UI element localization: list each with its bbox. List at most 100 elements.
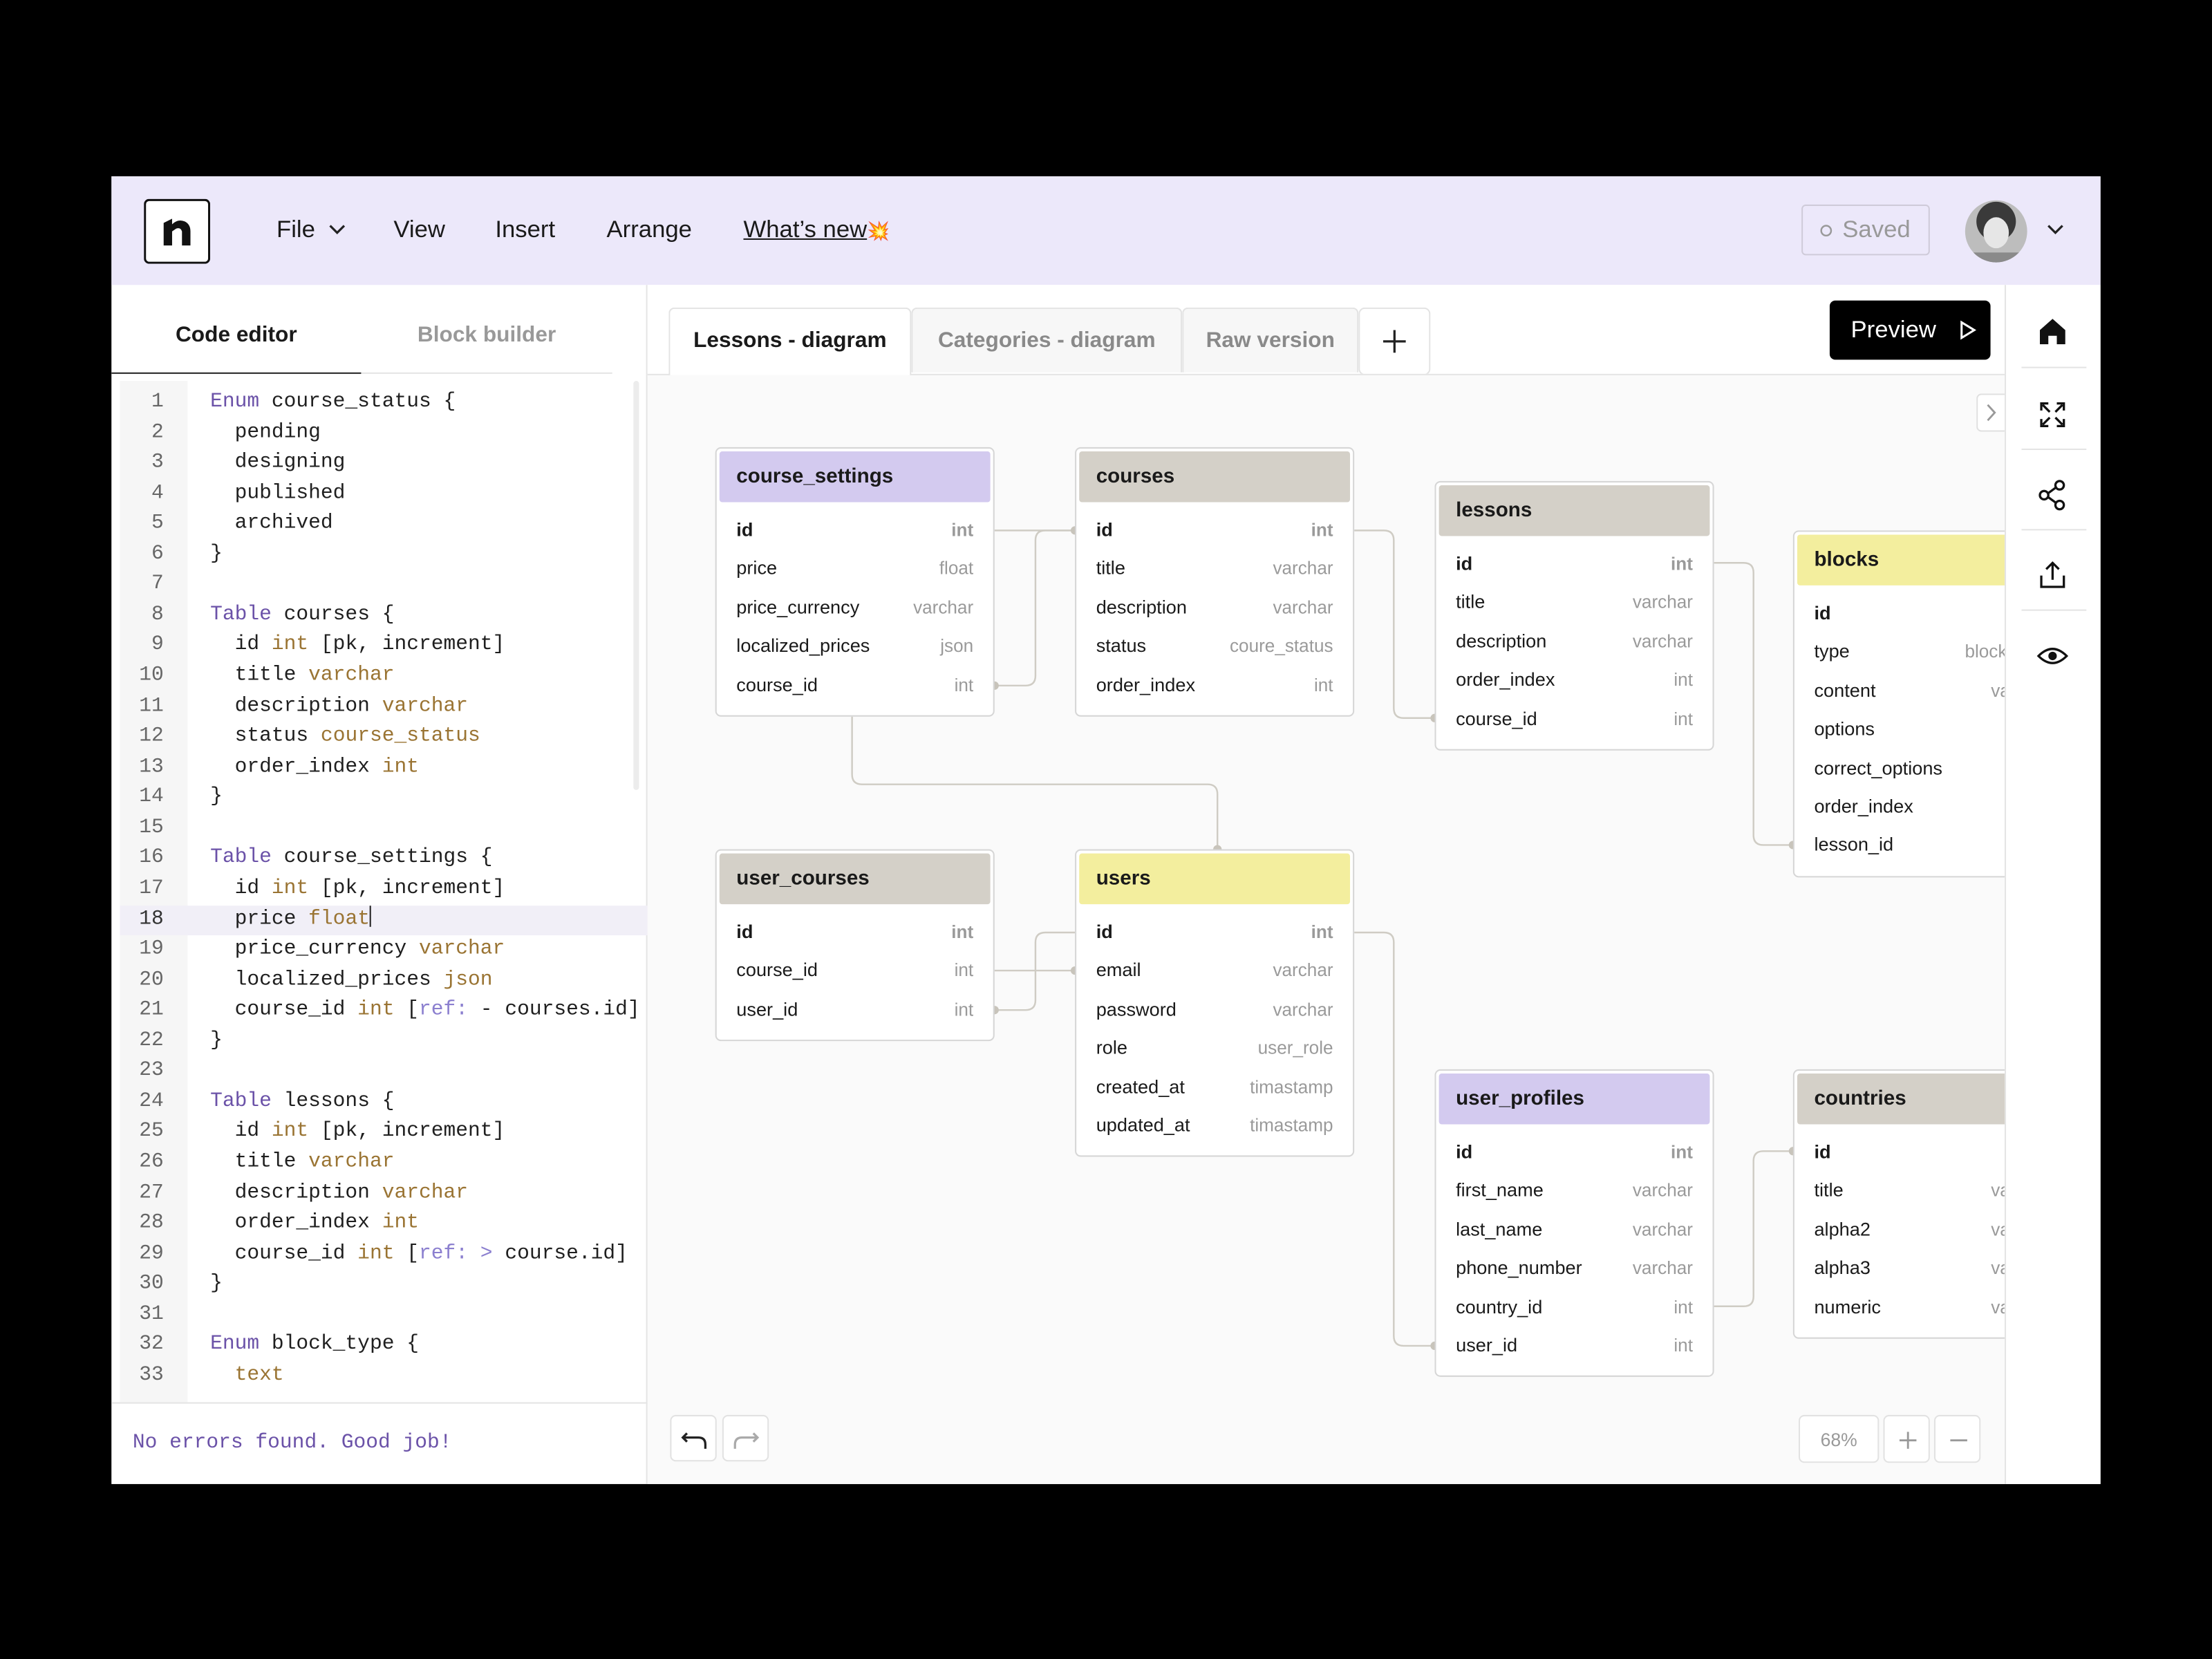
line-number: 5: [151, 512, 164, 535]
console-message: No errors found. Good job!: [132, 1432, 452, 1455]
code-token: int: [382, 756, 419, 778]
line-number: 21: [139, 999, 164, 1022]
menu-arrange[interactable]: Arrange: [606, 216, 692, 243]
export-icon[interactable]: [2034, 557, 2071, 594]
code-token: varchar: [382, 1181, 469, 1204]
line-number: 4: [151, 482, 164, 505]
field-row: course_id int: [720, 665, 991, 704]
code-token: published: [210, 482, 346, 505]
field-name: first_name: [1456, 1179, 1544, 1201]
field-row: correct_options: [1797, 749, 2005, 787]
code-line: 32 Enum block_type {: [120, 1331, 647, 1361]
menu-whats-new[interactable]: What’s new💥: [744, 216, 890, 244]
tab-block-builder[interactable]: Block builder: [361, 285, 612, 374]
fit-icon[interactable]: [2034, 396, 2071, 433]
line-number: 19: [139, 938, 164, 961]
redo[interactable]: [722, 1414, 769, 1462]
code-line: 8 Table courses {: [120, 601, 647, 631]
table-header: courses: [1079, 451, 1351, 503]
diagram-tab[interactable]: Raw version: [1182, 307, 1359, 373]
logo[interactable]: [144, 198, 211, 264]
field-type: varchar: [1991, 1295, 2005, 1318]
code-line: 24 Table lessons {: [120, 1087, 647, 1118]
line-number: 27: [139, 1181, 164, 1204]
window: File View Insert Arrange What’s new💥 Sav…: [111, 176, 2101, 1484]
account-chevron[interactable]: [2045, 223, 2065, 236]
undo[interactable]: [670, 1414, 717, 1462]
code-text: }: [210, 1270, 223, 1300]
zoom-out[interactable]: [1933, 1414, 1981, 1463]
tab-code-editor[interactable]: Code editor: [111, 285, 362, 374]
field-name: user_id: [736, 998, 798, 1020]
visibility-icon[interactable]: [2034, 637, 2071, 674]
code-token: course_status: [320, 725, 480, 748]
caret: [369, 905, 372, 926]
avatar[interactable]: [1964, 199, 2029, 264]
field-name: title: [1814, 1179, 1844, 1201]
field-name: id: [1456, 552, 1473, 574]
chevron: [329, 225, 346, 235]
field-name: user_id: [1456, 1334, 1518, 1356]
code-line: 22}: [120, 1027, 647, 1057]
code-token: json: [443, 968, 493, 991]
field-name: id: [1814, 1141, 1831, 1163]
saved-status: Saved: [1801, 204, 1930, 256]
code-line: 9 id int [pk, increment]: [120, 631, 647, 662]
code-token: int: [271, 1121, 309, 1143]
line-number: 29: [139, 1242, 164, 1265]
collapse-panel[interactable]: [1976, 393, 2005, 432]
code-token: archived: [210, 512, 333, 535]
code-token: id: [210, 1121, 272, 1143]
scrollbar: [633, 381, 639, 790]
home-icon[interactable]: [2034, 313, 2071, 350]
code-token: int: [357, 1242, 395, 1265]
field-name: order_index: [1814, 795, 1913, 817]
code-line: 19 price_currency varchar: [120, 935, 647, 966]
code-token: varchar: [382, 695, 469, 718]
field-type: int: [1311, 921, 1333, 943]
menu-label: What’s new: [743, 216, 868, 243]
separator: [2021, 366, 2087, 368]
code-token: block_type {: [259, 1333, 419, 1356]
field-row: first_name varchar: [1439, 1172, 1710, 1210]
code-text: price float: [210, 905, 372, 935]
field-row: user_id int: [720, 990, 991, 1029]
field-type: int: [1674, 1334, 1693, 1356]
diagram-tab-active[interactable]: Lessons - diagram: [668, 307, 912, 375]
menu-file[interactable]: File: [276, 216, 347, 244]
diagram-tab[interactable]: Categories - diagram: [911, 307, 1183, 373]
code-line: 1 Enum course_status {: [120, 388, 647, 418]
menu-view[interactable]: View: [393, 216, 445, 243]
code-line: 11 description varchar: [120, 692, 647, 722]
code-line: 21 course_id int [ref: - courses.id]: [120, 996, 647, 1027]
share-icon[interactable]: [2034, 477, 2071, 514]
table-header: user_courses: [719, 853, 991, 905]
canvas-content: course_settings id int price float price_curr…: [648, 374, 2005, 1484]
line-number: 33: [139, 1364, 164, 1387]
code-text: description varchar: [210, 1179, 468, 1209]
code-text: order_index int: [210, 753, 419, 783]
field-row: user_id int: [1439, 1326, 1710, 1365]
code-text: pending: [210, 418, 321, 449]
line-number: 11: [139, 695, 164, 718]
code-line: 4 published: [120, 479, 647, 509]
gutter: [120, 381, 188, 1403]
code-line: 7: [120, 570, 647, 601]
field-name: description: [1456, 630, 1547, 652]
field-type: int: [1671, 552, 1693, 574]
code-token: int: [271, 634, 309, 657]
zoom-in[interactable]: [1883, 1414, 1930, 1463]
field-type: block_type: [1965, 641, 2005, 662]
add-tab[interactable]: [1358, 307, 1431, 374]
code-token: [: [394, 999, 419, 1022]
code-token: course.id]: [505, 1242, 628, 1265]
preview-button[interactable]: Preview: [1829, 300, 1991, 360]
menu-insert[interactable]: Insert: [495, 216, 556, 243]
code-token: description: [210, 1181, 382, 1204]
line-number: 31: [139, 1303, 164, 1326]
table-header: users: [1079, 853, 1351, 905]
code-line: 15: [120, 814, 647, 844]
separator: [2021, 448, 2087, 451]
line-number: 23: [139, 1060, 164, 1082]
field-name: localized_prices: [736, 635, 870, 657]
